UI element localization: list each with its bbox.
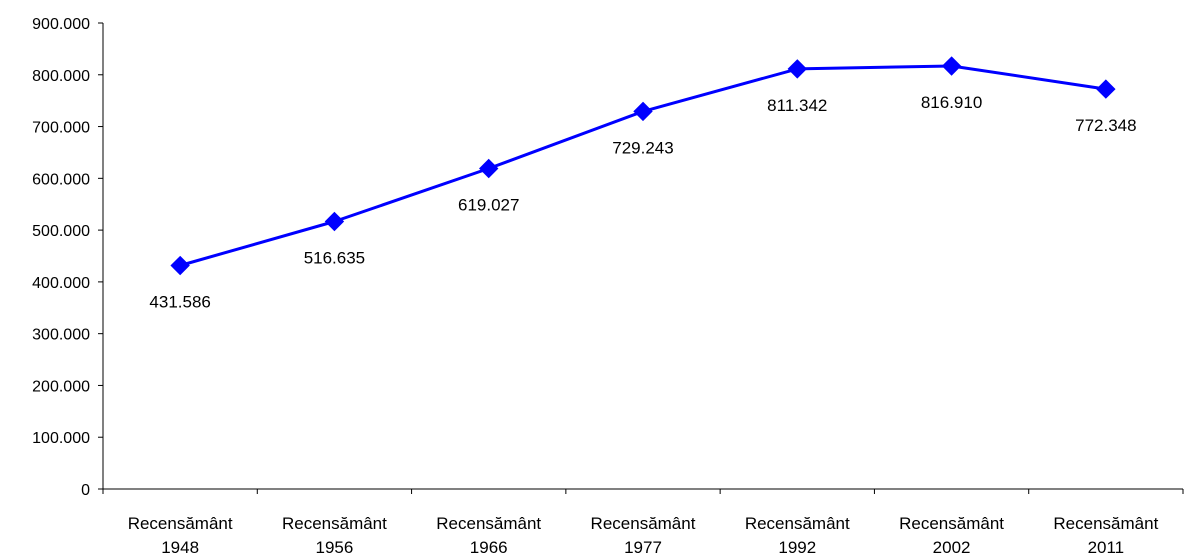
y-tick-label: 700.000 bbox=[32, 120, 90, 137]
x-category-label: Recensământ bbox=[591, 514, 696, 533]
data-label: 811.342 bbox=[767, 96, 827, 115]
x-category-label: Recensământ bbox=[1053, 514, 1158, 533]
data-label: 619.027 bbox=[458, 195, 519, 214]
y-tick-label: 800.000 bbox=[32, 68, 90, 85]
data-point-marker bbox=[170, 255, 190, 276]
y-tick-label: 400.000 bbox=[32, 275, 90, 292]
data-point-marker bbox=[1096, 79, 1116, 99]
x-category-label: 1956 bbox=[316, 538, 354, 557]
x-category-label: Recensământ bbox=[899, 514, 1004, 533]
data-point-marker bbox=[479, 158, 499, 179]
y-tick-label: 900.000 bbox=[32, 16, 90, 33]
y-tick-label: 600.000 bbox=[32, 171, 90, 188]
data-point-marker bbox=[324, 211, 345, 232]
x-category-label: 2011 bbox=[1088, 538, 1125, 557]
x-category-label: 1977 bbox=[624, 538, 662, 557]
data-label: 816.910 bbox=[921, 93, 982, 112]
y-tick-label: 100.000 bbox=[32, 430, 90, 447]
y-tick-label: 200.000 bbox=[32, 378, 90, 395]
data-label: 772.348 bbox=[1075, 116, 1136, 135]
x-category-label: Recensământ bbox=[282, 514, 387, 533]
x-category-label: Recensământ bbox=[745, 514, 850, 533]
data-label: 516.635 bbox=[304, 248, 365, 267]
y-tick-label: 300.000 bbox=[32, 327, 90, 344]
x-category-label: Recensământ bbox=[436, 514, 541, 533]
data-label: 729.243 bbox=[612, 138, 673, 157]
x-category-label: Recensământ bbox=[128, 514, 233, 533]
y-tick-label: 500.000 bbox=[32, 223, 90, 240]
x-category-label: 1948 bbox=[161, 538, 199, 557]
x-category-label: 2002 bbox=[933, 538, 971, 557]
data-point-marker bbox=[633, 101, 653, 122]
x-category-label: 1992 bbox=[778, 538, 816, 557]
y-tick-label: 0 bbox=[81, 482, 90, 499]
data-point-marker bbox=[787, 59, 807, 79]
x-category-label: 1966 bbox=[470, 538, 508, 557]
data-point-marker bbox=[941, 56, 962, 76]
data-label: 431.586 bbox=[149, 293, 210, 312]
